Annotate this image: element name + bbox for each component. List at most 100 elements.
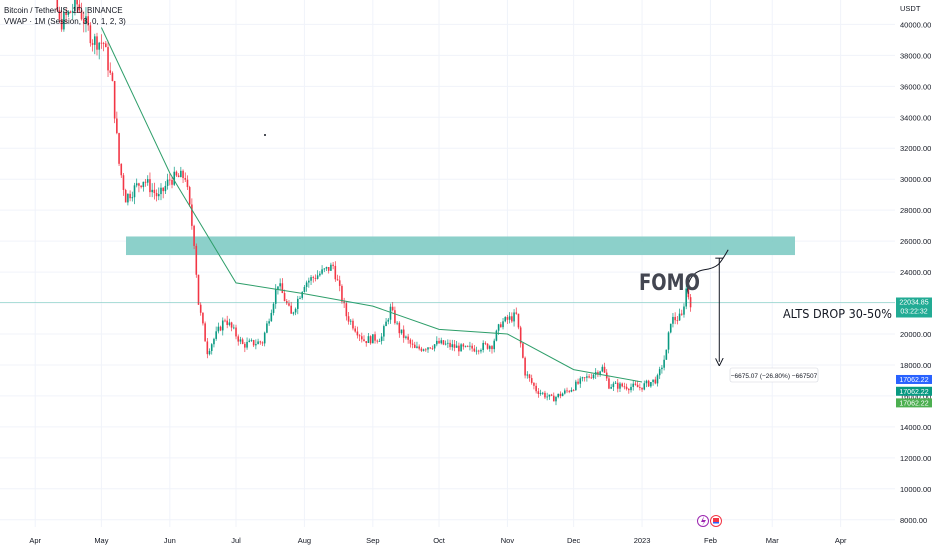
candle-body: [427, 347, 429, 350]
candle-body: [502, 321, 504, 328]
candle-body: [303, 286, 306, 292]
candle-body: [299, 297, 301, 299]
candle-body: [171, 179, 173, 185]
price-axis[interactable]: 40000.00 38000.00 36000.00 34000.00 32000.00…: [900, 4, 931, 525]
candle-body: [482, 342, 484, 351]
candle-body: [144, 181, 147, 183]
candle-body: [82, 19, 85, 24]
time-tick-label: Apr: [29, 536, 41, 545]
candle-body: [195, 245, 198, 275]
candle-body: [526, 374, 529, 376]
price-tick-label: 24000.00: [900, 268, 931, 277]
candle-body: [202, 312, 204, 324]
candle-body: [310, 277, 312, 281]
candle-body: [180, 170, 182, 178]
candle-body: [453, 344, 456, 348]
candle-body: [164, 185, 167, 192]
drawings: FOMO −6675.07 (−26.80%) −667507 ALTS DROP …: [0, 134, 895, 383]
candle-body: [528, 374, 531, 379]
candle-body: [118, 133, 120, 164]
candle-body: [429, 347, 432, 349]
candle-body: [116, 118, 118, 134]
candle-body: [650, 382, 652, 387]
candle-body: [566, 390, 568, 392]
candle-body: [661, 367, 663, 370]
candle-body: [325, 266, 328, 269]
candle-body: [557, 393, 559, 398]
candle-body: [127, 193, 129, 203]
candle-body: [391, 306, 394, 311]
candle-body: [217, 326, 220, 332]
candle-body: [630, 386, 632, 391]
candle-body: [131, 197, 134, 199]
price-tick-label: 16000.00: [900, 392, 931, 401]
candle-body: [475, 350, 478, 352]
candle-body: [360, 336, 363, 340]
candle-body: [173, 171, 176, 185]
candle-body: [418, 346, 420, 349]
candle-body: [643, 383, 646, 390]
candle-body: [610, 387, 612, 389]
candle-body: [252, 340, 255, 346]
candle-body: [208, 350, 211, 355]
price-label-text: 17062.22: [899, 400, 928, 407]
candle-body: [680, 313, 683, 315]
indicator-legend[interactable]: VWAP · 1M (Session, 3, 0, 1, 2, 3): [4, 17, 126, 26]
candle-body: [363, 339, 365, 342]
candle-body: [305, 282, 308, 287]
time-axis[interactable]: Apr May Jun Jul Aug Sep Oct Nov Dec 2023 Feb Mar Apr: [29, 536, 847, 545]
currency-label: USDT: [900, 4, 921, 13]
candle-body: [336, 279, 339, 281]
candle-body: [619, 383, 621, 389]
candle-body: [402, 329, 405, 338]
price-tick-label: 28000.00: [900, 206, 931, 215]
candle-body: [58, 10, 61, 20]
price-label-text: 17062.22: [899, 377, 928, 384]
candle-body: [411, 343, 414, 345]
fomo-label: FOMO: [639, 269, 700, 295]
candle-body: [151, 189, 153, 193]
candle-body: [387, 319, 390, 322]
candle-body: [548, 394, 551, 397]
candle-body: [546, 396, 548, 398]
candle-body: [683, 306, 685, 315]
candle-body: [592, 374, 595, 379]
candle-body: [71, 10, 74, 13]
event-icons[interactable]: [697, 515, 722, 527]
price-label-bg: [896, 386, 932, 396]
candle-body: [491, 346, 493, 350]
candle-body: [133, 185, 136, 198]
candle-body: [597, 372, 599, 375]
candle-body: [639, 387, 641, 388]
candle-body: [60, 19, 63, 30]
price-label-text: 22034.85: [899, 300, 928, 307]
candle-body: [91, 43, 94, 45]
candle-body: [385, 321, 387, 327]
candle-body: [636, 384, 639, 388]
price-tick-label: 32000.00: [900, 144, 931, 153]
candle-body: [424, 349, 427, 351]
candle-body: [495, 330, 498, 341]
candle-body: [259, 341, 262, 343]
candle-body: [160, 187, 162, 195]
candle-body: [356, 331, 359, 336]
candle-body: [241, 339, 244, 344]
symbol-title[interactable]: Bitcoin / TetherUS, 1D, BINANCE: [4, 6, 123, 15]
candle-body: [647, 380, 650, 387]
candle-body: [228, 322, 231, 325]
candle-body: [248, 340, 251, 342]
candle-body: [288, 303, 290, 306]
candle-body: [539, 393, 542, 394]
candle-body: [405, 336, 407, 338]
price-label-bg: [896, 398, 932, 408]
candle-body: [541, 392, 544, 394]
candle-body: [230, 322, 233, 328]
candle-body: [96, 36, 98, 50]
grid-lines: [0, 0, 895, 527]
candle-body: [451, 344, 454, 348]
candle-body: [641, 387, 643, 390]
candle-body: [572, 389, 575, 391]
candle-body: [632, 383, 635, 387]
